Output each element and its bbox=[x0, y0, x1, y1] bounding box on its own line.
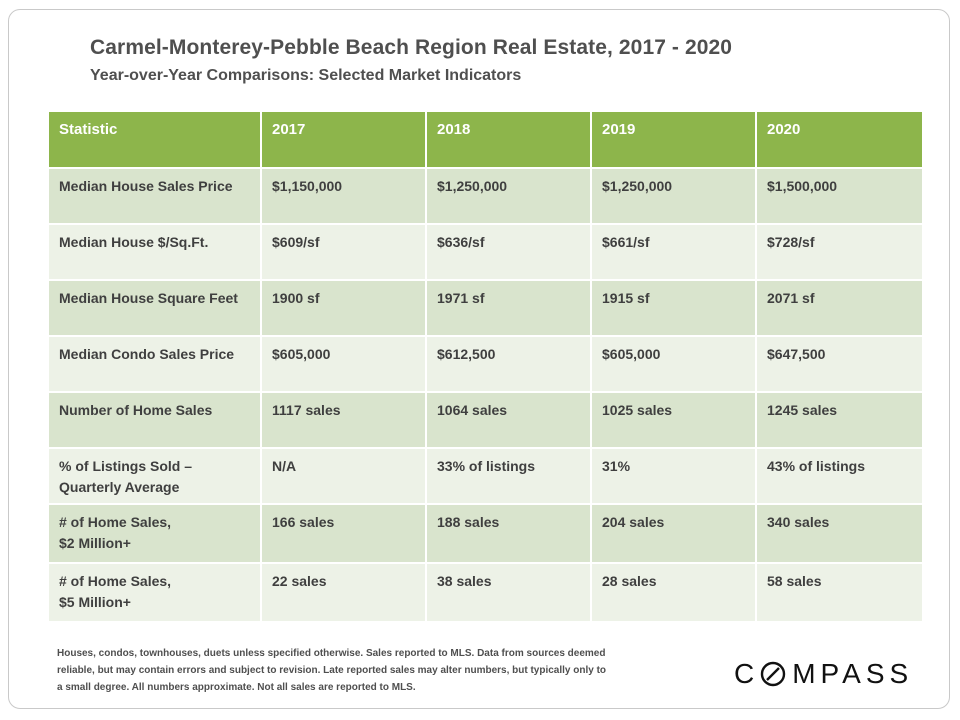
table-row: # of Home Sales, $2 Million+ 166 sales 18… bbox=[47, 503, 924, 564]
row-label-line: % of Listings Sold – bbox=[59, 458, 193, 474]
logo-text-end: MPASS bbox=[792, 658, 914, 689]
table-cell: 1900 sf bbox=[260, 279, 427, 337]
row-label-line: # of Home Sales, bbox=[59, 573, 172, 589]
row-label-line: Median House $/Sq.Ft. bbox=[59, 234, 209, 250]
table-cell: $1,250,000 bbox=[425, 167, 592, 225]
row-label: Median House Sales Price bbox=[47, 167, 262, 225]
table-cell: 1971 sf bbox=[425, 279, 592, 337]
row-label-line: # of Home Sales, bbox=[59, 514, 172, 530]
table-cell: $612,500 bbox=[425, 335, 592, 393]
table-cell: 28 sales bbox=[590, 562, 757, 623]
table-cell: $605,000 bbox=[260, 335, 427, 393]
row-label-line: Median Condo Sales Price bbox=[59, 346, 235, 362]
table-cell: $1,250,000 bbox=[590, 167, 757, 225]
row-label: % of Listings Sold – Quarterly Average bbox=[47, 447, 262, 505]
column-header-2020: 2020 bbox=[755, 110, 924, 169]
table-row: Median House $/Sq.Ft. $609/sf $636/sf $6… bbox=[47, 223, 924, 281]
table-row: Median Condo Sales Price $605,000 $612,5… bbox=[47, 335, 924, 393]
row-label: # of Home Sales, $2 Million+ bbox=[47, 503, 262, 564]
table-cell: $605,000 bbox=[590, 335, 757, 393]
table-cell: 38 sales bbox=[425, 562, 592, 623]
footnote: Houses, condos, townhouses, duets unless… bbox=[57, 645, 717, 696]
row-label: Median House Square Feet bbox=[47, 279, 262, 337]
column-header-2019: 2019 bbox=[590, 110, 757, 169]
table-cell: $636/sf bbox=[425, 223, 592, 281]
table-cell: 58 sales bbox=[755, 562, 924, 623]
table-cell: $609/sf bbox=[260, 223, 427, 281]
table-cell: 22 sales bbox=[260, 562, 427, 623]
table-cell: $1,500,000 bbox=[755, 167, 924, 225]
market-indicators-table: Statistic 2017 2018 2019 2020 Median Hou… bbox=[47, 110, 924, 623]
table-cell: 31% bbox=[590, 447, 757, 505]
table-row: Number of Home Sales 1117 sales 1064 sal… bbox=[47, 391, 924, 449]
table-cell: $661/sf bbox=[590, 223, 757, 281]
row-label-line: Quarterly Average bbox=[59, 479, 180, 495]
page-subtitle: Year-over-Year Comparisons: Selected Mar… bbox=[90, 67, 522, 84]
row-label-line: Median House Sales Price bbox=[59, 178, 233, 194]
footnote-line: a small degree. All numbers approximate.… bbox=[57, 682, 416, 693]
table-cell: 188 sales bbox=[425, 503, 592, 564]
table-cell: 166 sales bbox=[260, 503, 427, 564]
row-label-line: Median House Square Feet bbox=[59, 290, 238, 306]
table-cell: 43% of listings bbox=[755, 447, 924, 505]
column-header-2017: 2017 bbox=[260, 110, 427, 169]
compass-logo: C MPASS bbox=[734, 656, 913, 692]
logo-text-start: C bbox=[734, 658, 760, 689]
table-row: # of Home Sales, $5 Million+ 22 sales 38 … bbox=[47, 562, 924, 623]
row-label: Number of Home Sales bbox=[47, 391, 262, 449]
page-title: Carmel-Monterey-Pebble Beach Region Real… bbox=[90, 36, 733, 59]
column-header-statistic: Statistic bbox=[47, 110, 262, 169]
footnote-line: Houses, condos, townhouses, duets unless… bbox=[57, 648, 606, 659]
table-cell: 204 sales bbox=[590, 503, 757, 564]
table-cell: $728/sf bbox=[755, 223, 924, 281]
table-row: Median House Sales Price $1,150,000 $1,2… bbox=[47, 167, 924, 225]
row-label: Median House $/Sq.Ft. bbox=[47, 223, 262, 281]
table-cell: $1,150,000 bbox=[260, 167, 427, 225]
compass-o-icon bbox=[761, 661, 786, 687]
table-cell: 1064 sales bbox=[425, 391, 592, 449]
row-label-line: $5 Million+ bbox=[59, 594, 131, 610]
row-label: # of Home Sales, $5 Million+ bbox=[47, 562, 262, 623]
row-label-line: Number of Home Sales bbox=[59, 402, 213, 418]
table-header-row: Statistic 2017 2018 2019 2020 bbox=[47, 110, 924, 169]
table-cell: 2071 sf bbox=[755, 279, 924, 337]
column-header-2018: 2018 bbox=[425, 110, 592, 169]
footnote-line: reliable, but may contain errors and sub… bbox=[57, 665, 607, 676]
table-cell: N/A bbox=[260, 447, 427, 505]
row-label: Median Condo Sales Price bbox=[47, 335, 262, 393]
row-label-line: $2 Million+ bbox=[59, 535, 131, 551]
table-cell: 1025 sales bbox=[590, 391, 757, 449]
table-cell: 340 sales bbox=[755, 503, 924, 564]
table-row: Median House Square Feet 1900 sf 1971 sf… bbox=[47, 279, 924, 337]
table-cell: 1117 sales bbox=[260, 391, 427, 449]
table-cell: 1915 sf bbox=[590, 279, 757, 337]
table-cell: 33% of listings bbox=[425, 447, 592, 505]
table-cell: 1245 sales bbox=[755, 391, 924, 449]
table-cell: $647,500 bbox=[755, 335, 924, 393]
table-row: % of Listings Sold – Quarterly Average N/… bbox=[47, 447, 924, 505]
